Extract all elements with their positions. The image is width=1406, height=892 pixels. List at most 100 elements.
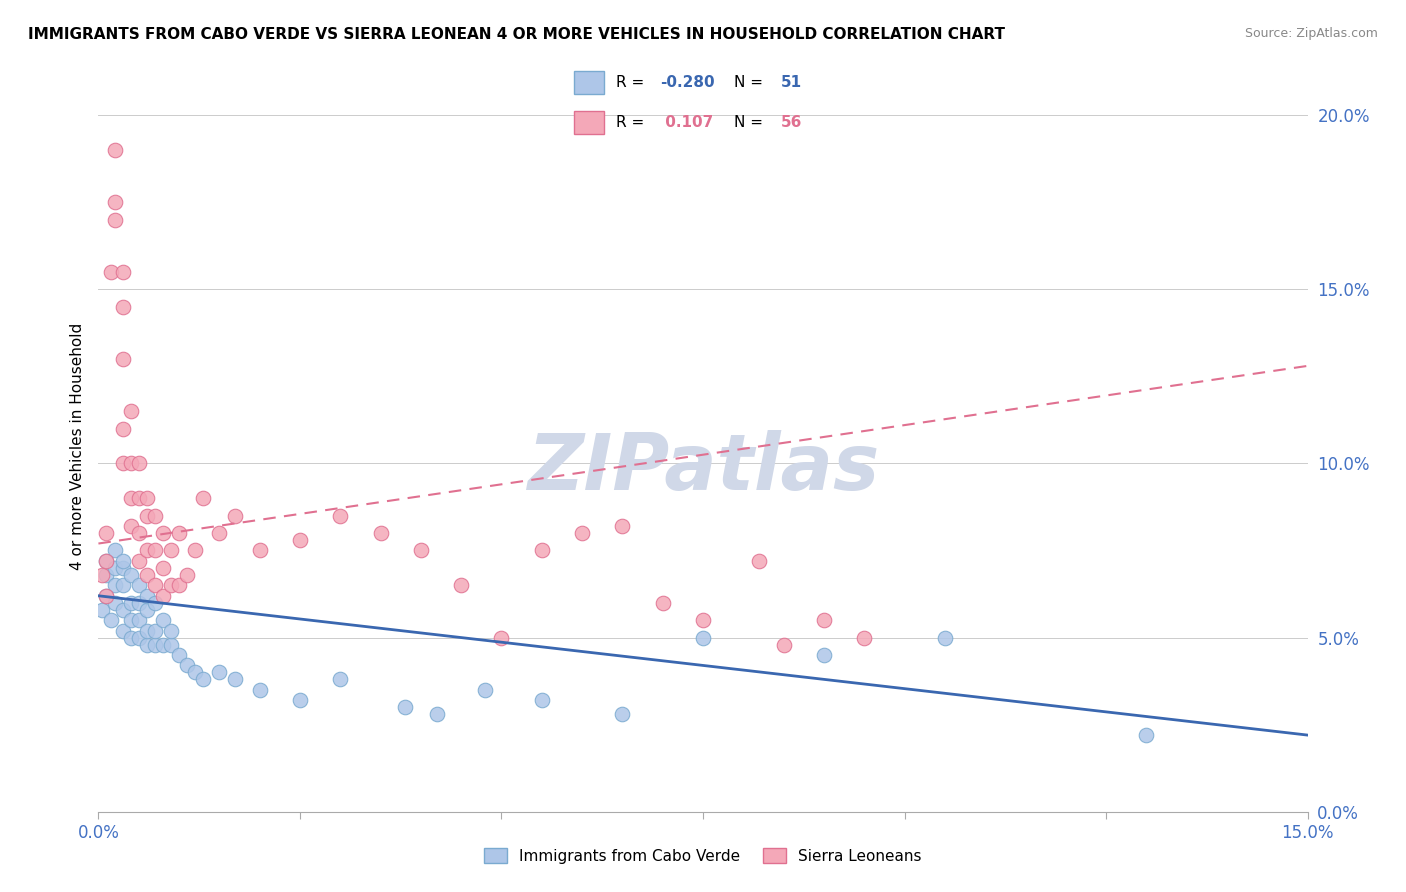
Text: 56: 56 [780, 115, 803, 130]
Point [111, 421, 134, 435]
Point [96, 554, 118, 568]
Point [249, 682, 271, 697]
Point [111, 457, 134, 471]
Text: N =: N = [734, 75, 768, 90]
Point [329, 508, 352, 523]
Text: 0.107: 0.107 [659, 115, 713, 130]
Point [120, 457, 142, 471]
Point [111, 554, 134, 568]
Point [135, 508, 157, 523]
Point [135, 491, 157, 506]
Point [934, 631, 956, 645]
Point [96, 589, 118, 603]
Point [224, 673, 246, 687]
Point [143, 543, 166, 558]
Text: R =: R = [616, 115, 648, 130]
Point [120, 631, 142, 645]
Point [208, 526, 231, 541]
Point [96, 567, 118, 582]
Point [111, 300, 134, 314]
Text: ZIPatlas: ZIPatlas [527, 430, 879, 506]
Text: N =: N = [734, 115, 768, 130]
Point [651, 596, 673, 610]
Point [612, 519, 634, 533]
Point [120, 596, 142, 610]
Point [135, 567, 157, 582]
Point [120, 404, 142, 418]
Point [135, 543, 157, 558]
Point [135, 624, 157, 638]
Point [772, 638, 794, 652]
Point [128, 631, 150, 645]
Point [143, 578, 166, 592]
Point [96, 589, 118, 603]
Point [208, 665, 231, 680]
Point [288, 693, 311, 707]
Point [103, 578, 125, 592]
Point [612, 707, 634, 722]
Point [128, 578, 150, 592]
Point [692, 613, 714, 627]
Point [853, 631, 876, 645]
Point [135, 638, 157, 652]
Y-axis label: 4 or more Vehicles in Household: 4 or more Vehicles in Household [69, 322, 84, 570]
Point [103, 596, 125, 610]
Point [249, 543, 271, 558]
Point [813, 613, 835, 627]
Point [111, 603, 134, 617]
Point [160, 638, 183, 652]
Point [128, 554, 150, 568]
Point [813, 648, 835, 662]
Point [111, 624, 134, 638]
Point [167, 648, 190, 662]
Point [176, 567, 198, 582]
Point [96, 526, 118, 541]
Point [111, 578, 134, 592]
Point [143, 638, 166, 652]
Point [160, 624, 183, 638]
Point [111, 561, 134, 575]
Point [288, 533, 311, 547]
Point [160, 578, 183, 592]
Text: 51: 51 [780, 75, 801, 90]
Point [100, 265, 122, 279]
Point [103, 195, 125, 210]
Text: R =: R = [616, 75, 648, 90]
Point [103, 561, 125, 575]
Bar [574, 70, 603, 95]
Point [103, 143, 125, 157]
Point [103, 212, 125, 227]
Point [152, 561, 174, 575]
Point [120, 491, 142, 506]
Point [450, 578, 472, 592]
Point [193, 491, 215, 506]
Point [394, 700, 416, 714]
Point [120, 519, 142, 533]
Point [184, 665, 207, 680]
Point [193, 673, 215, 687]
Point [143, 508, 166, 523]
Bar [574, 111, 603, 134]
Text: Source: ZipAtlas.com: Source: ZipAtlas.com [1244, 27, 1378, 40]
Point [176, 658, 198, 673]
Point [103, 543, 125, 558]
Point [167, 578, 190, 592]
Point [370, 526, 392, 541]
Point [184, 543, 207, 558]
Point [111, 265, 134, 279]
Point [571, 526, 593, 541]
Point [91, 603, 114, 617]
Text: -0.280: -0.280 [659, 75, 714, 90]
Legend: Immigrants from Cabo Verde, Sierra Leoneans: Immigrants from Cabo Verde, Sierra Leone… [478, 842, 928, 870]
Point [167, 526, 190, 541]
Point [1135, 728, 1157, 742]
Point [100, 613, 122, 627]
Point [152, 589, 174, 603]
Point [135, 603, 157, 617]
Point [160, 543, 183, 558]
Point [128, 491, 150, 506]
Point [91, 567, 114, 582]
Point [111, 351, 134, 366]
Point [152, 526, 174, 541]
Point [128, 596, 150, 610]
